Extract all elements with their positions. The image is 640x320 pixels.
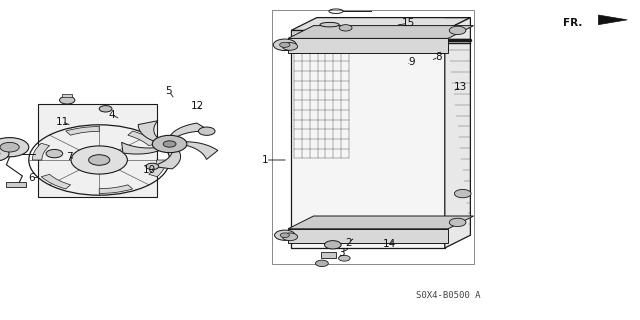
Circle shape: [324, 241, 341, 249]
Circle shape: [339, 255, 350, 261]
Circle shape: [282, 233, 298, 241]
Text: 11: 11: [56, 116, 68, 127]
Text: 1: 1: [262, 155, 269, 165]
Wedge shape: [66, 126, 99, 135]
Bar: [6, 182, 26, 187]
Text: 10: 10: [143, 165, 156, 175]
Wedge shape: [32, 143, 49, 160]
Circle shape: [449, 218, 466, 227]
Circle shape: [152, 135, 187, 153]
Bar: [288, 229, 448, 243]
Bar: [38, 104, 157, 197]
Polygon shape: [122, 142, 161, 154]
Polygon shape: [445, 18, 470, 248]
Circle shape: [454, 189, 471, 198]
Wedge shape: [99, 185, 132, 193]
Text: 9: 9: [408, 57, 415, 67]
Text: 14: 14: [383, 239, 396, 249]
Text: FR.: FR.: [563, 18, 582, 28]
Polygon shape: [291, 18, 470, 30]
Circle shape: [449, 26, 466, 35]
Polygon shape: [288, 26, 474, 38]
Circle shape: [275, 230, 295, 240]
Bar: [62, 94, 72, 97]
Text: 6: 6: [28, 172, 35, 183]
Circle shape: [339, 25, 352, 31]
Circle shape: [316, 260, 328, 267]
Bar: [321, 252, 336, 258]
Text: S0X4-B0500 A: S0X4-B0500 A: [416, 292, 480, 300]
Circle shape: [88, 155, 110, 165]
Polygon shape: [170, 123, 211, 138]
Text: 15: 15: [402, 18, 415, 28]
Circle shape: [282, 43, 298, 50]
Polygon shape: [288, 216, 474, 229]
Circle shape: [198, 127, 215, 135]
Text: 7: 7: [66, 152, 72, 162]
Bar: [291, 30, 445, 248]
Circle shape: [280, 42, 290, 47]
Polygon shape: [138, 121, 159, 142]
Circle shape: [99, 106, 112, 112]
Circle shape: [280, 233, 289, 237]
Text: 5: 5: [166, 86, 172, 96]
Circle shape: [273, 39, 296, 51]
Polygon shape: [152, 150, 180, 169]
Circle shape: [46, 149, 63, 158]
Text: 4: 4: [109, 109, 115, 120]
Text: 13: 13: [454, 82, 467, 92]
Wedge shape: [149, 160, 166, 177]
Circle shape: [0, 142, 19, 152]
Text: 3: 3: [338, 248, 344, 258]
Ellipse shape: [320, 22, 339, 27]
Bar: [288, 38, 448, 53]
Circle shape: [60, 96, 75, 104]
Text: 8: 8: [435, 52, 442, 62]
Text: 12: 12: [191, 100, 204, 111]
Bar: [272, 10, 474, 264]
Circle shape: [0, 146, 9, 161]
Polygon shape: [183, 142, 218, 159]
Circle shape: [163, 141, 176, 147]
Circle shape: [146, 163, 159, 170]
Polygon shape: [598, 15, 627, 25]
Text: 2: 2: [345, 237, 351, 248]
Circle shape: [71, 146, 127, 174]
Circle shape: [0, 138, 29, 157]
Wedge shape: [128, 131, 157, 146]
Wedge shape: [42, 174, 70, 189]
